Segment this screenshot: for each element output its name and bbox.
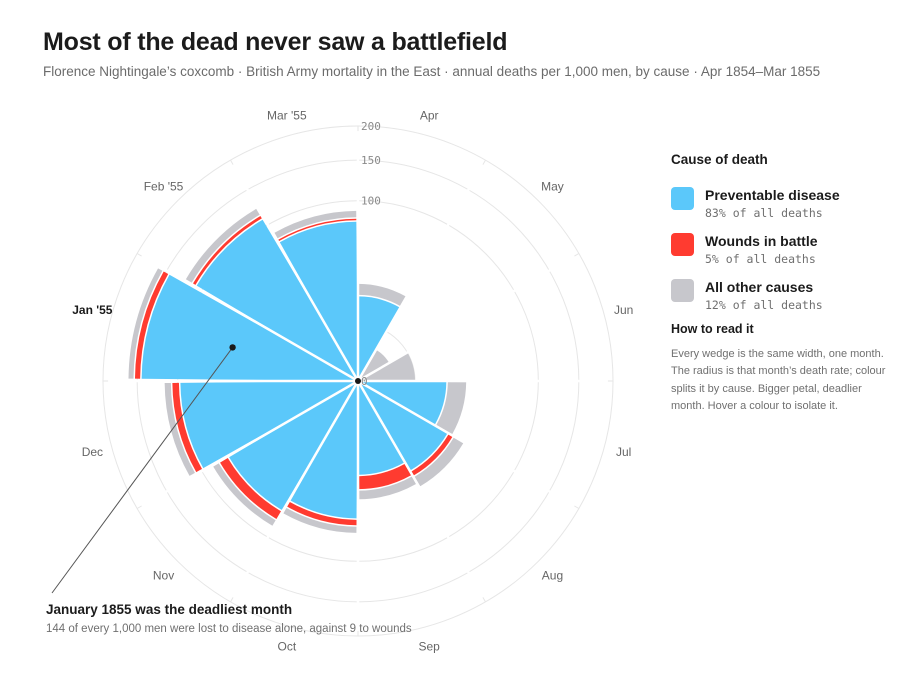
legend-swatch-disease <box>671 187 694 210</box>
radial-tick-label: 150 <box>361 154 381 167</box>
wedge-separator <box>140 254 359 383</box>
annotation-body: 144 of every 1,000 men were lost to dise… <box>46 623 412 635</box>
chart-title: Most of the dead never saw a battlefield <box>43 28 508 56</box>
month-label: May <box>541 180 564 194</box>
radial-tick-label: 0 <box>361 375 368 388</box>
legend-share-other: 12% of all deaths <box>705 298 823 312</box>
wedge-wounds <box>358 463 412 490</box>
annotation-leader <box>51 347 234 594</box>
wedge-separator <box>356 380 485 599</box>
wedge-disease <box>279 221 358 381</box>
month-label: Nov <box>153 568 174 582</box>
legend-item-other[interactable]: All other causes 12% of all deaths <box>671 279 896 325</box>
month-label: Jan '55 <box>72 303 113 317</box>
wedge-separator <box>231 380 360 599</box>
wedge-separator <box>231 163 360 382</box>
wedge-wounds <box>411 434 453 476</box>
center-dot <box>355 378 361 384</box>
wedge-disease <box>290 381 358 519</box>
annotation-layer <box>51 344 361 594</box>
wedge-disease <box>229 381 358 510</box>
wedge-disease <box>358 381 447 425</box>
spoke-layer <box>108 131 608 631</box>
month-label: Aug <box>542 568 563 582</box>
legend-label-other: All other causes <box>705 279 814 295</box>
month-label: Feb '55 <box>144 180 184 194</box>
wedge-other <box>274 210 357 239</box>
month-label: Jul <box>616 445 631 459</box>
wedge-other <box>436 381 467 435</box>
wedge-layer <box>128 208 467 533</box>
chart-subtitle: Florence Nightingale’s coxcomb · British… <box>43 64 821 79</box>
wedge-wounds <box>172 382 202 473</box>
wedge-other <box>128 268 163 379</box>
wedge-wounds <box>287 501 357 526</box>
wedge-wounds <box>134 271 169 379</box>
annotation-dot <box>229 344 236 351</box>
wedge-other <box>213 463 276 526</box>
legend: Cause of death Preventable disease 83% o… <box>671 152 896 325</box>
legend-swatch-other <box>671 279 694 302</box>
radial-tick-label: 100 <box>361 195 381 208</box>
howto-title: How to read it <box>671 322 754 336</box>
legend-item-wounds[interactable]: Wounds in battle 5% of all deaths <box>671 233 896 279</box>
wedge-other <box>414 437 464 487</box>
legend-item-disease[interactable]: Preventable disease 83% of all deaths <box>671 187 896 233</box>
wedge-wounds <box>220 458 281 519</box>
wedge-disease <box>196 219 358 381</box>
legend-share-disease: 83% of all deaths <box>705 206 823 220</box>
month-label: Apr <box>420 108 439 122</box>
howto-body: Every wedge is the same width, one month… <box>671 348 886 412</box>
month-label: Oct <box>277 640 296 654</box>
legend-swatch-wounds <box>671 233 694 256</box>
legend-share-wounds: 5% of all deaths <box>705 252 816 266</box>
wedge-other <box>283 507 357 533</box>
wedge-other <box>164 382 195 476</box>
wedge-other <box>359 353 416 381</box>
month-label: Dec <box>82 445 103 459</box>
legend-label-disease: Preventable disease <box>705 187 840 203</box>
radial-tick-label: 200 <box>361 120 381 133</box>
wedge-separator <box>356 163 485 382</box>
month-label: Mar '55 <box>267 108 307 122</box>
label-layer: 0 100 150 200 Apr May Jun Jul Aug Sep Oct Nov Dec Jan… <box>72 108 633 653</box>
wedge-disease <box>358 381 404 475</box>
wedge-separator <box>357 254 576 383</box>
wedge-separator <box>140 379 359 508</box>
wedge-disease <box>358 296 400 381</box>
month-label: Jun <box>614 303 633 317</box>
wedge-other <box>358 349 390 381</box>
wedge-disease <box>358 381 448 471</box>
wedge-other <box>185 208 260 283</box>
wedge-other <box>358 283 406 307</box>
month-label: Sep <box>418 640 440 654</box>
wedge-disease <box>180 381 358 469</box>
annotation-title: January 1855 was the deadliest month <box>46 602 293 617</box>
wedge-disease <box>141 274 358 381</box>
legend-title: Cause of death <box>671 152 768 167</box>
legend-label-wounds: Wounds in battle <box>705 233 818 249</box>
wedge-other <box>359 476 417 500</box>
wedge-separator <box>357 379 576 508</box>
